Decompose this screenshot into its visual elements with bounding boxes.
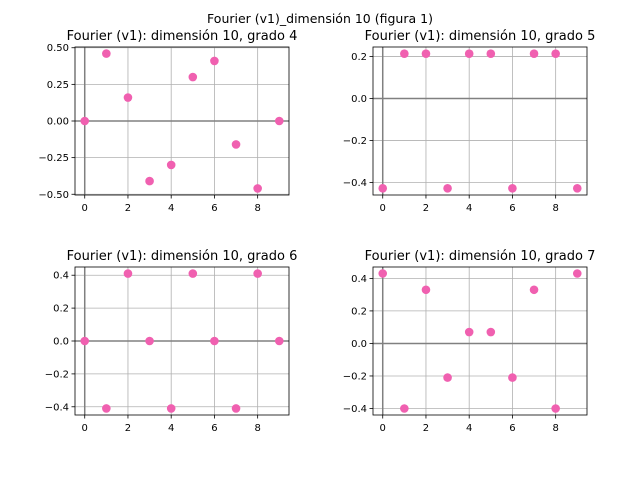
- data-point: [80, 336, 90, 346]
- data-point: [443, 373, 452, 382]
- y-tick-label: 0.25: [47, 80, 69, 91]
- y-tick-label: −0.50: [38, 190, 69, 201]
- plot-frame: [372, 266, 588, 416]
- data-point: [400, 404, 409, 413]
- y-tick-label: −0.2: [343, 371, 367, 382]
- data-point: [529, 49, 539, 59]
- x-tick-label: 6: [211, 423, 217, 434]
- y-tick-label: −0.4: [45, 402, 69, 413]
- data-point: [253, 269, 262, 278]
- y-tick-label: −0.2: [45, 369, 69, 380]
- data-point: [166, 404, 176, 413]
- data-point: [421, 285, 431, 295]
- data-point: [486, 49, 496, 59]
- subplot-2: Fourier (v1): dimensión 10, grado 5 0 2 4 6 8…: [343, 29, 596, 214]
- data-point: [274, 116, 284, 126]
- subplot-title: Fourier (v1): dimensión 10, grado 7: [365, 249, 596, 264]
- data-point: [378, 183, 388, 193]
- y-tick-label: 0.50: [47, 43, 69, 54]
- data-point: [210, 336, 219, 346]
- data-point: [188, 72, 198, 82]
- subplot-3: Fourier (v1): dimensión 10, grado 6 0 2 4 6 8…: [45, 249, 298, 434]
- y-tick-label: −0.25: [38, 153, 69, 164]
- x-tick-label: 2: [423, 423, 429, 434]
- y-tick-label: 0.2: [53, 304, 69, 315]
- x-tick-label: 0: [82, 423, 88, 434]
- data-point: [464, 327, 474, 337]
- data-point: [551, 49, 560, 59]
- x-tick-label: 0: [82, 203, 88, 214]
- data-point: [102, 404, 111, 413]
- data-point: [529, 285, 539, 295]
- x-tick-label: 4: [466, 203, 472, 214]
- data-point: [231, 140, 241, 149]
- data-point: [551, 404, 560, 413]
- y-tick-label: 0.2: [351, 52, 367, 63]
- x-tick-label: 2: [125, 203, 131, 214]
- y-tick-label: 0.00: [47, 117, 69, 128]
- x-tick-label: 0: [380, 203, 386, 214]
- data-point: [80, 116, 90, 126]
- x-tick-label: 4: [168, 423, 174, 434]
- data-point: [274, 336, 284, 346]
- subplot-title: Fourier (v1): dimensión 10, grado 4: [67, 29, 298, 44]
- x-tick-label: 6: [509, 423, 515, 434]
- data-point: [123, 269, 133, 278]
- subplot-grid: Fourier (v1): dimensión 10, grado 4 0 2 4 6 8…: [38, 29, 595, 434]
- y-tick-label: 0.4: [53, 271, 69, 282]
- subplot-title: Fourier (v1): dimensión 10, grado 6: [67, 249, 298, 264]
- x-tick-label: 8: [552, 423, 558, 434]
- data-point: [572, 183, 582, 193]
- data-point: [421, 49, 431, 59]
- subplot-4: Fourier (v1): dimensión 10, grado 7 0 2 4 6 8…: [343, 249, 596, 434]
- data-point: [508, 373, 517, 382]
- y-tick-label: −0.4: [343, 178, 367, 189]
- x-tick-label: 8: [254, 203, 260, 214]
- y-tick-label: 0.0: [53, 337, 69, 348]
- data-point: [210, 56, 219, 66]
- x-tick-label: 4: [466, 423, 472, 434]
- data-point: [486, 327, 496, 337]
- data-point: [464, 49, 474, 59]
- x-tick-label: 8: [552, 203, 558, 214]
- subplot-title: Fourier (v1): dimensión 10, grado 5: [365, 29, 596, 44]
- x-tick-label: 0: [380, 423, 386, 434]
- y-tick-label: 0.0: [351, 339, 367, 350]
- x-tick-label: 6: [509, 203, 515, 214]
- x-tick-label: 6: [211, 203, 217, 214]
- y-tick-label: 0.4: [351, 274, 367, 285]
- data-point: [253, 184, 262, 193]
- data-point: [145, 336, 154, 346]
- y-tick-label: −0.4: [343, 404, 367, 415]
- x-tick-label: 8: [254, 423, 260, 434]
- data-point: [508, 183, 517, 193]
- subplot-1: Fourier (v1): dimensión 10, grado 4 0 2 4 6 8…: [38, 29, 297, 214]
- plot-frame: [372, 46, 588, 196]
- figure-suptitle: Fourier (v1)_dimensión 10 (figura 1): [207, 11, 433, 26]
- y-tick-label: 0.2: [351, 306, 367, 317]
- data-point: [231, 404, 241, 413]
- data-point: [378, 269, 388, 278]
- y-tick-label: 0.0: [351, 94, 367, 105]
- y-tick-label: −0.2: [343, 136, 367, 147]
- data-point: [102, 49, 111, 58]
- x-tick-label: 2: [423, 203, 429, 214]
- data-point: [123, 93, 133, 102]
- data-point: [572, 269, 582, 278]
- data-point: [145, 176, 154, 186]
- x-tick-label: 4: [168, 203, 174, 214]
- data-point: [443, 183, 452, 193]
- data-point: [166, 160, 176, 170]
- x-tick-label: 2: [125, 423, 131, 434]
- data-point: [400, 49, 409, 59]
- data-point: [188, 269, 198, 278]
